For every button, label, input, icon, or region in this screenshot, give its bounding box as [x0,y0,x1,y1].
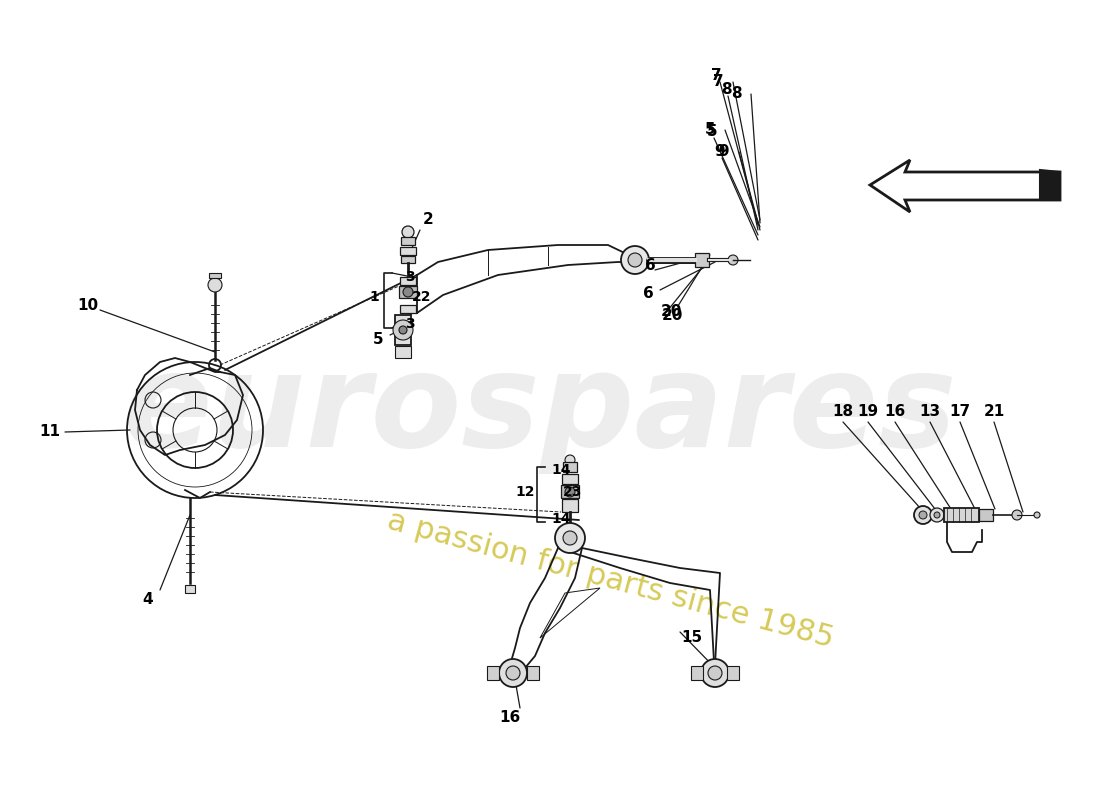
Text: 4: 4 [143,593,153,607]
Text: 8: 8 [730,86,741,102]
Bar [185,585,195,593]
Text: 22: 22 [412,290,431,304]
Bar [527,666,539,680]
Circle shape [1012,510,1022,520]
Bar [691,666,703,680]
Text: 18: 18 [833,405,854,419]
Bar [399,286,417,298]
Bar [563,462,578,472]
Text: 7: 7 [713,74,724,90]
Text: 19: 19 [857,405,879,419]
Bar [979,509,993,521]
Circle shape [402,226,414,238]
Circle shape [393,320,412,340]
Circle shape [563,531,578,545]
Circle shape [565,487,575,497]
Circle shape [934,512,940,518]
Text: 13: 13 [920,405,940,419]
Text: 8: 8 [720,82,732,98]
Bar [400,305,416,313]
Text: a passion for parts since 1985: a passion for parts since 1985 [384,506,836,654]
Text: 2: 2 [422,213,433,227]
Bar [727,666,739,680]
Text: 14: 14 [551,512,571,526]
Bar [402,256,415,263]
Text: 21: 21 [983,405,1004,419]
Bar [562,474,578,484]
Circle shape [621,246,649,274]
Bar [695,253,710,267]
Text: eurospares: eurospares [122,346,957,474]
Text: 5: 5 [373,333,383,347]
Text: 11: 11 [40,425,60,439]
Text: 1: 1 [370,290,378,304]
Text: 7: 7 [711,69,722,83]
Bar [562,499,578,512]
Bar [561,485,579,498]
Text: 16: 16 [499,710,520,726]
Circle shape [918,511,927,519]
Text: 5: 5 [705,122,715,138]
Circle shape [565,455,575,465]
Circle shape [399,326,407,334]
Circle shape [506,666,520,680]
Text: 20: 20 [660,305,682,319]
Circle shape [701,659,729,687]
Circle shape [556,523,585,553]
Circle shape [403,287,412,297]
Polygon shape [1040,170,1060,200]
Bar [400,247,416,255]
Circle shape [728,255,738,265]
Bar [209,273,221,278]
Circle shape [208,278,222,292]
Bar [944,508,979,522]
Text: 20: 20 [661,307,683,322]
Circle shape [499,659,527,687]
Text: 15: 15 [681,630,703,646]
Text: 14: 14 [551,463,571,477]
Text: 12: 12 [515,485,535,499]
Circle shape [914,506,932,524]
Text: 23: 23 [563,485,583,499]
Text: 10: 10 [77,298,99,313]
Circle shape [708,666,722,680]
Text: 3: 3 [405,317,415,331]
Text: 3: 3 [405,270,415,284]
Text: 9: 9 [718,145,729,159]
Text: 16: 16 [884,405,905,419]
Text: 9: 9 [715,145,725,159]
Text: 17: 17 [949,405,970,419]
Bar [400,277,416,285]
Bar [395,315,411,345]
Text: 6: 6 [642,286,653,302]
Circle shape [628,253,642,267]
Text: 5: 5 [706,125,717,139]
Bar [395,346,411,358]
Circle shape [1034,512,1040,518]
Bar [402,237,415,245]
Bar [487,666,499,680]
Circle shape [930,508,944,522]
Text: 6: 6 [645,258,656,273]
